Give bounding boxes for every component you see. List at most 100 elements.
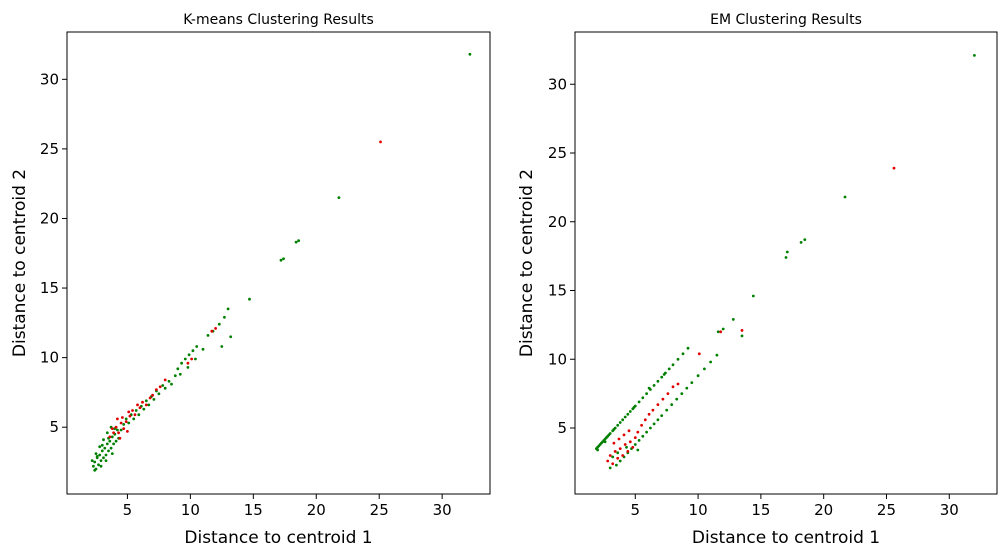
em-chart-title: EM Clustering Results bbox=[710, 12, 862, 28]
kmeans-y-tick-label-4: 25 bbox=[40, 140, 59, 158]
kmeans-point-s1-23 bbox=[127, 410, 131, 414]
kmeans-point-s0-73 bbox=[297, 239, 300, 243]
em-x-tick-label-3: 20 bbox=[814, 501, 833, 519]
kmeans-point-s0-37 bbox=[134, 409, 138, 412]
kmeans-point-s0-70 bbox=[279, 258, 283, 262]
kmeans-point-s0-28 bbox=[104, 459, 108, 462]
kmeans-point-s0-74 bbox=[337, 196, 341, 200]
em-point-s0-22 bbox=[637, 400, 641, 404]
em-point-s0-14 bbox=[616, 423, 620, 427]
kmeans-points bbox=[90, 52, 472, 472]
em-point-s0-65 bbox=[731, 318, 735, 321]
kmeans-point-s0-65 bbox=[223, 315, 226, 319]
em-point-s0-32 bbox=[676, 357, 680, 361]
kmeans-point-s0-60 bbox=[194, 357, 197, 361]
kmeans-point-s0-1 bbox=[93, 460, 97, 464]
em-point-s1-17 bbox=[640, 423, 643, 427]
kmeans-point-s0-69 bbox=[248, 297, 251, 301]
kmeans-point-s0-33 bbox=[124, 417, 128, 421]
kmeans-point-s0-6 bbox=[99, 459, 103, 462]
em-point-s1-2 bbox=[611, 462, 615, 466]
em-y-tick-label-1: 10 bbox=[548, 350, 567, 368]
em-point-s0-67 bbox=[751, 294, 755, 298]
kmeans-point-s1-6 bbox=[124, 420, 128, 423]
em-point-s0-45 bbox=[652, 422, 656, 426]
kmeans-point-s0-13 bbox=[108, 439, 112, 443]
kmeans-point-s1-0 bbox=[112, 431, 115, 435]
kmeans-point-s0-41 bbox=[144, 399, 148, 403]
kmeans-point-s0-34 bbox=[127, 421, 131, 425]
em-point-s0-41 bbox=[637, 439, 641, 442]
em-point-s1-1 bbox=[608, 454, 612, 457]
kmeans-point-s0-15 bbox=[110, 435, 114, 439]
em-scatter-panel: EM Clustering Results 5 10 15 20 25 30 5 10 15 20… bbox=[517, 12, 998, 548]
em-point-s0-31 bbox=[671, 363, 675, 367]
em-point-s0-64 bbox=[721, 327, 725, 331]
em-point-s0-17 bbox=[623, 415, 627, 419]
em-y-tick-label-0: 5 bbox=[557, 419, 567, 437]
kmeans-point-s0-27 bbox=[99, 464, 103, 468]
kmeans-y-tick-label-1: 10 bbox=[40, 349, 59, 367]
em-point-s1-27 bbox=[719, 330, 723, 334]
kmeans-point-s0-47 bbox=[161, 384, 165, 387]
em-point-s1-26 bbox=[697, 352, 701, 356]
em-point-s0-16 bbox=[621, 418, 625, 422]
em-point-s1-10 bbox=[631, 445, 635, 449]
kmeans-plot-frame bbox=[66, 31, 491, 495]
em-point-s0-24 bbox=[645, 392, 648, 395]
kmeans-point-s0-23 bbox=[102, 438, 105, 442]
em-point-s0-63 bbox=[716, 330, 720, 334]
kmeans-point-s0-10 bbox=[104, 453, 108, 457]
kmeans-point-s1-21 bbox=[163, 378, 167, 382]
em-point-s1-13 bbox=[617, 437, 621, 441]
em-point-s0-47 bbox=[660, 414, 664, 417]
em-point-s0-42 bbox=[641, 434, 645, 438]
em-point-s0-77 bbox=[632, 406, 636, 409]
kmeans-point-s0-14 bbox=[109, 446, 113, 450]
kmeans-point-s0-18 bbox=[114, 439, 118, 443]
kmeans-point-s1-22 bbox=[121, 416, 124, 419]
kmeans-point-s0-22 bbox=[98, 445, 102, 449]
kmeans-point-s0-68 bbox=[220, 345, 224, 348]
kmeans-scatter-panel: K-means Clustering Results 5 10 15 20 25 30 5 1… bbox=[10, 12, 491, 548]
em-point-s0-46 bbox=[656, 418, 660, 422]
em-point-s1-22 bbox=[661, 397, 665, 401]
em-point-s0-73 bbox=[973, 54, 976, 57]
kmeans-point-s0-16 bbox=[112, 442, 115, 446]
kmeans-point-s1-1 bbox=[114, 425, 118, 429]
em-point-s1-19 bbox=[647, 412, 651, 416]
kmeans-point-s0-61 bbox=[201, 347, 205, 351]
kmeans-x-tick-label-0: 5 bbox=[123, 501, 133, 519]
kmeans-point-s1-15 bbox=[141, 400, 144, 404]
em-point-s0-40 bbox=[633, 443, 637, 446]
em-point-s1-21 bbox=[656, 403, 660, 406]
kmeans-point-s0-36 bbox=[132, 417, 136, 421]
em-point-s0-28 bbox=[660, 375, 664, 379]
em-point-s1-14 bbox=[622, 433, 626, 437]
kmeans-point-s1-25 bbox=[186, 361, 190, 365]
kmeans-point-s1-7 bbox=[126, 430, 129, 433]
em-point-s1-6 bbox=[621, 454, 625, 457]
em-point-s0-11 bbox=[608, 432, 612, 435]
kmeans-x-axis-label: Distance to centroid 1 bbox=[184, 528, 372, 548]
em-point-s0-70 bbox=[799, 241, 803, 244]
em-point-s0-66 bbox=[740, 334, 744, 338]
em-point-s0-44 bbox=[649, 426, 652, 430]
em-point-s0-68 bbox=[784, 256, 788, 259]
kmeans-point-s0-66 bbox=[226, 307, 230, 311]
em-point-s0-27 bbox=[656, 379, 660, 383]
em-x-tick-label-2: 15 bbox=[751, 501, 770, 519]
kmeans-point-s0-59 bbox=[186, 366, 190, 369]
kmeans-point-s0-55 bbox=[187, 353, 191, 357]
em-point-s1-20 bbox=[651, 408, 655, 412]
em-point-s0-71 bbox=[803, 238, 807, 242]
em-point-s1-28 bbox=[740, 329, 744, 332]
kmeans-chart-title: K-means Clustering Results bbox=[183, 12, 374, 28]
em-point-s0-52 bbox=[685, 386, 689, 390]
em-point-s0-61 bbox=[625, 445, 628, 449]
em-point-s0-57 bbox=[715, 353, 719, 357]
em-y-axis-label: Distance to centroid 2 bbox=[517, 169, 537, 357]
kmeans-point-s1-14 bbox=[138, 406, 142, 410]
kmeans-point-s0-26 bbox=[93, 468, 97, 472]
kmeans-point-s1-24 bbox=[108, 435, 112, 439]
